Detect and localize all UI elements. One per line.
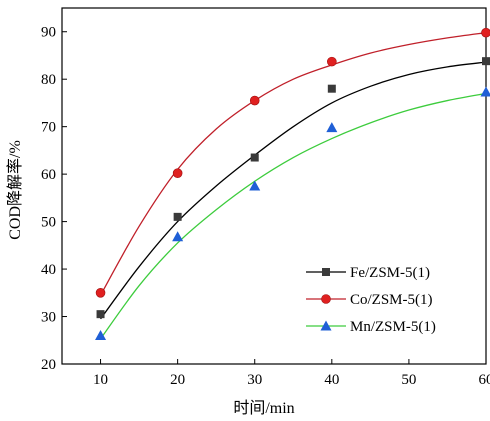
y-tick-label: 80 — [41, 72, 56, 88]
data-point-1-2 — [249, 95, 260, 106]
data-point-1-0 — [95, 287, 106, 298]
y-tick-label: 50 — [41, 215, 56, 231]
x-tick-label: 30 — [247, 372, 262, 388]
x-tick-label: 40 — [324, 372, 339, 388]
legend-label-1: Co/ZSM-5(1) — [350, 292, 433, 308]
legend-label-0: Fe/ZSM-5(1) — [350, 265, 430, 281]
data-point-1-4 — [481, 27, 490, 38]
y-tick-label: 20 — [41, 357, 56, 373]
data-markers — [95, 27, 490, 341]
x-tick-label: 10 — [93, 372, 108, 388]
series-line-0 — [100, 61, 487, 320]
data-point-2-1 — [172, 231, 184, 242]
data-point-2-4 — [480, 86, 490, 97]
legend: Fe/ZSM-5(1) Co/ZSM-5(1) Mn/ZSM-5(1) — [306, 265, 436, 335]
legend-marker-1 — [321, 294, 331, 304]
legend-marker-2 — [320, 320, 332, 331]
x-tick-label: 20 — [170, 372, 185, 388]
legend-label-2: Mn/ZSM-5(1) — [350, 319, 436, 335]
data-point-0-3 — [327, 84, 336, 93]
legend-marker-0 — [322, 268, 330, 276]
fit-curves — [99, 32, 487, 340]
data-point-2-0 — [95, 330, 107, 341]
y-tick-label: 90 — [41, 25, 56, 41]
data-point-1-3 — [327, 56, 337, 67]
data-point-0-2 — [250, 153, 259, 162]
y-axis: 20 30 40 50 60 70 80 90 — [41, 25, 67, 373]
data-point-0-0 — [96, 310, 105, 319]
y-tick-label: 70 — [41, 120, 56, 136]
data-point-2-3 — [326, 122, 338, 133]
series-line-2 — [100, 92, 487, 340]
x-tick-label: 50 — [401, 372, 416, 388]
data-point-0-1 — [173, 212, 182, 221]
y-tick-label: 30 — [41, 310, 56, 326]
y-tick-label: 60 — [41, 167, 56, 183]
plot-frame — [61, 7, 487, 365]
series-line-1 — [99, 32, 487, 296]
data-point-0-4 — [482, 57, 490, 66]
data-point-1-1 — [172, 168, 183, 178]
y-tick-label: 40 — [41, 262, 56, 278]
y-axis-label: COD降解率/% — [6, 140, 24, 240]
x-axis-label: 时间/min — [233, 399, 294, 417]
x-axis: 10 20 30 40 50 60 — [93, 359, 490, 388]
x-tick-label: 60 — [479, 372, 490, 388]
data-point-2-2 — [249, 180, 261, 191]
